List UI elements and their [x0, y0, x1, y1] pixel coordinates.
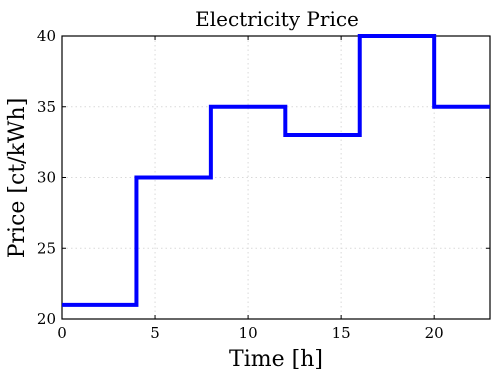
x-tick-label: 0	[57, 324, 67, 342]
y-axis-label: Price [ct/kWh]	[5, 98, 30, 259]
x-axis-label: Time [h]	[229, 347, 323, 372]
x-tick-label: 15	[332, 324, 351, 342]
grid	[61, 35, 490, 320]
y-axis-ticks: 20 25 30 35 40	[37, 27, 490, 328]
y-tick-label: 25	[37, 239, 56, 257]
y-tick-label: 20	[37, 310, 56, 328]
x-tick-label: 20	[425, 324, 444, 342]
x-tick-label: 10	[239, 324, 258, 342]
chart-title: Electricity Price	[195, 7, 359, 31]
y-tick-label: 40	[37, 27, 56, 45]
x-tick-label: 5	[150, 324, 160, 342]
x-axis-ticks: 0 5 10 15 20	[57, 36, 444, 342]
y-tick-label: 30	[37, 169, 56, 187]
series-line-0	[62, 34, 490, 307]
y-tick-label: 35	[37, 98, 56, 116]
series-group	[62, 34, 490, 307]
